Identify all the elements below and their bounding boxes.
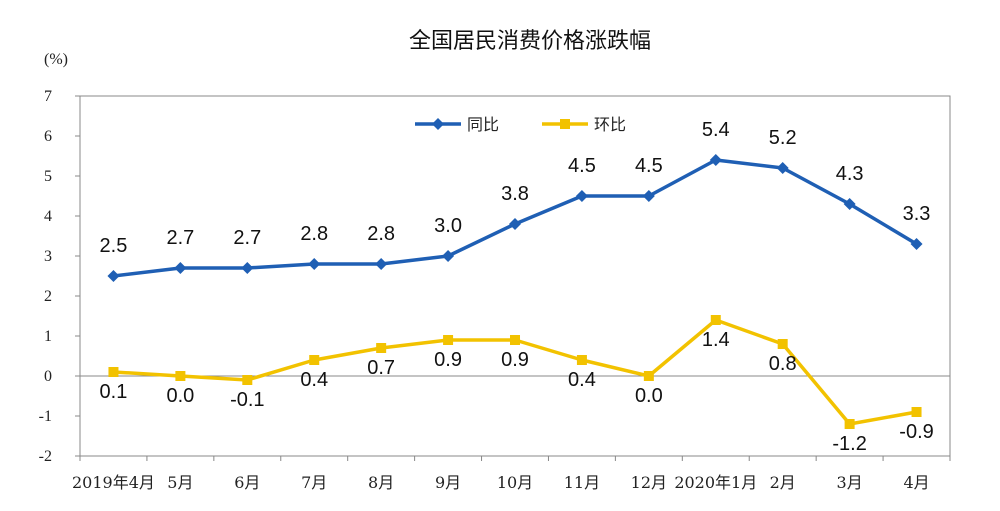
mom-point xyxy=(309,355,320,365)
yoy-point xyxy=(910,238,923,250)
x-tick-label: 2020年1月 xyxy=(674,473,757,492)
series-layer: 2.5 2.7 2.7 2.8 2.8 3.0 3.8 4.5 4.5 5.4 5.2 4.3 3.3 0… xyxy=(100,119,934,455)
yoy-point xyxy=(241,262,254,274)
x-tick-label: 12月 xyxy=(631,473,667,492)
yoy-point xyxy=(843,198,856,210)
y-tick-label: 0 xyxy=(44,368,52,385)
legend-yoy-label: 同比 xyxy=(467,115,499,134)
y-tick-label: -1 xyxy=(39,408,52,425)
x-tick-label: 3月 xyxy=(837,473,863,492)
y-axis: 7 6 5 4 3 2 1 0 -1 -2 xyxy=(39,88,80,465)
yoy-point xyxy=(442,250,455,262)
mom-point xyxy=(911,407,922,417)
legend-yoy-marker xyxy=(432,118,444,130)
x-axis: 2019年4月 5月 6月 7月 8月 9月 10月 11月 12月 2020年1月 2月 3月 4月 xyxy=(72,456,951,492)
yoy-data-label: 2.7 xyxy=(233,227,261,249)
mom-point xyxy=(510,335,520,345)
x-tick-label: 11月 xyxy=(564,473,600,492)
mom-point xyxy=(643,371,654,381)
mom-data-label: -0.1 xyxy=(230,389,264,411)
chart-title: 全国居民消费价格涨跌幅 xyxy=(409,29,651,54)
plot-area xyxy=(79,95,951,457)
x-tick-label: 9月 xyxy=(435,473,461,492)
yoy-point xyxy=(308,258,321,270)
mom-point xyxy=(242,375,253,385)
mom-data-label: 0.9 xyxy=(434,349,462,371)
x-tick-label: 7月 xyxy=(301,473,327,492)
y-tick-label: 1 xyxy=(44,328,52,345)
mom-point xyxy=(777,339,788,349)
yoy-data-label: 3.3 xyxy=(903,203,931,225)
x-tick-label: 10月 xyxy=(497,473,533,492)
y-tick-label: -2 xyxy=(39,448,52,465)
yoy-data-label: 2.8 xyxy=(300,223,328,245)
x-tick-label: 2月 xyxy=(770,473,796,492)
mom-point xyxy=(108,367,119,377)
x-tick-label: 2019年4月 xyxy=(72,473,155,492)
y-tick-label: 5 xyxy=(44,168,52,185)
mom-point xyxy=(175,371,186,381)
mom-point xyxy=(576,355,587,365)
mom-data-label: 0.4 xyxy=(300,369,328,391)
mom-point xyxy=(443,335,454,345)
yoy-point xyxy=(174,262,187,274)
yoy-point xyxy=(642,190,655,202)
mom-data-label: 0.1 xyxy=(100,381,128,403)
mom-data-label: 0.7 xyxy=(367,357,395,379)
yoy-data-label: 4.5 xyxy=(635,155,663,177)
mom-data-label: -0.9 xyxy=(899,421,933,443)
yoy-point xyxy=(107,270,120,282)
legend-mom-marker xyxy=(560,119,570,129)
y-tick-label: 3 xyxy=(44,248,52,265)
mom-point xyxy=(376,343,387,353)
yoy-data-label: 2.8 xyxy=(367,223,395,245)
mom-data-label: -1.2 xyxy=(832,433,866,455)
mom-data-label: 0.9 xyxy=(501,349,529,371)
yoy-point xyxy=(509,218,521,230)
y-tick-label: 6 xyxy=(44,128,52,145)
mom-data-label: 0.8 xyxy=(769,353,797,375)
mom-data-label: 0.0 xyxy=(635,385,663,407)
mom-point xyxy=(844,419,855,429)
yoy-point xyxy=(776,162,789,174)
yoy-point xyxy=(575,190,588,202)
y-tick-label: 2 xyxy=(44,288,52,305)
yoy-data-label: 2.7 xyxy=(166,227,194,249)
y-tick-label: 4 xyxy=(44,208,52,225)
x-tick-label: 4月 xyxy=(903,473,929,492)
yoy-point xyxy=(709,154,722,166)
mom-data-label: 0.0 xyxy=(166,385,194,407)
yoy-data-label: 4.5 xyxy=(568,155,596,177)
yoy-data-label: 2.5 xyxy=(100,235,128,257)
mom-data-label: 0.4 xyxy=(568,369,596,391)
legend-mom-label: 环比 xyxy=(594,115,626,134)
y-tick-label: 7 xyxy=(44,88,52,105)
mom-data-label: 1.4 xyxy=(702,329,730,351)
yoy-data-label: 5.2 xyxy=(769,127,797,149)
x-tick-label: 5月 xyxy=(167,473,193,492)
yoy-data-label: 3.8 xyxy=(501,183,529,205)
x-tick-label: 8月 xyxy=(368,473,394,492)
yoy-data-label: 4.3 xyxy=(836,163,864,185)
y-axis-unit: (%) xyxy=(44,51,68,68)
yoy-data-label: 3.0 xyxy=(434,215,462,237)
mom-point xyxy=(710,315,721,325)
yoy-point xyxy=(375,258,388,270)
yoy-data-label: 5.4 xyxy=(702,119,730,141)
x-tick-label: 6月 xyxy=(234,473,260,492)
legend: 同比 环比 xyxy=(415,115,626,134)
